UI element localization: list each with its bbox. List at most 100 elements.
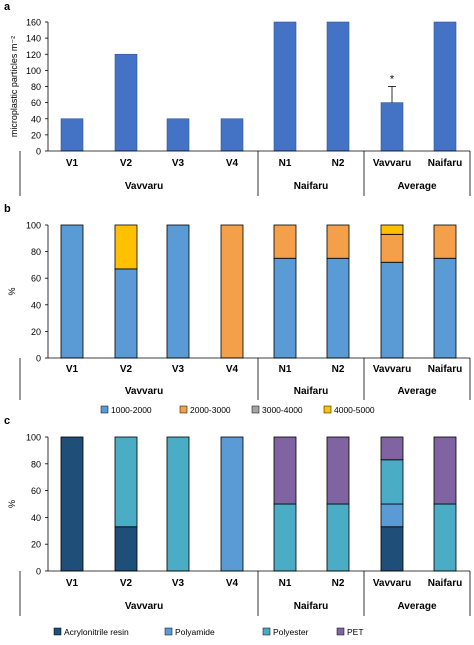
x-category-label: V2	[120, 578, 133, 589]
x-group-label: Naifaru	[294, 181, 328, 192]
x-group-label: Naifaru	[294, 601, 328, 612]
bar-segment-N1	[273, 503, 297, 572]
panel-letter: b	[4, 203, 11, 215]
x-category-label: Vavvaru	[373, 158, 411, 169]
bar-segment-V2	[114, 224, 138, 270]
bar-segment-Naifaru	[433, 257, 457, 359]
significance-marker: *	[390, 74, 395, 86]
x-category-label: N1	[279, 578, 292, 589]
y-tick-label: 20	[31, 540, 41, 550]
legend-label: 1000-2000	[111, 405, 152, 415]
x-group-label: Average	[397, 601, 437, 612]
legend-swatch	[53, 627, 62, 636]
y-axis-label: %	[7, 500, 17, 508]
bar-segment-Vavvaru	[380, 436, 404, 461]
x-category-label: V4	[226, 364, 239, 375]
legend-label: 3000-4000	[262, 405, 303, 415]
bar-segment-N2	[326, 224, 350, 259]
legend-swatch	[100, 405, 109, 414]
legend-swatch	[251, 405, 260, 414]
x-category-label: V4	[226, 158, 239, 169]
panel-letter: c	[4, 415, 10, 427]
y-tick-label: 100	[26, 66, 41, 76]
y-tick-label: 160	[26, 18, 41, 28]
legend-label: Polyester	[273, 627, 309, 637]
bar-segment-N1	[273, 224, 297, 259]
x-category-label: Vavvaru	[373, 364, 411, 375]
x-category-label: Vavvaru	[373, 578, 411, 589]
x-category-label: V4	[226, 578, 239, 589]
chart-panel-c: c 0 20 40 60 80 100% V1 V2 V3 V4 N1 N2 Vavvaru Naifaru…	[4, 415, 471, 637]
y-tick-label: 40	[31, 513, 41, 523]
bar-Vavvaru	[380, 102, 404, 152]
x-category-label: N2	[332, 578, 345, 589]
y-tick-label: 60	[31, 486, 41, 496]
y-tick-label: 60	[31, 98, 41, 108]
bar-segment-V4	[220, 436, 244, 572]
x-category-label: N2	[332, 158, 345, 169]
bar-segment-V4	[220, 224, 244, 359]
x-group-label: Vavvaru	[125, 386, 163, 397]
x-group-label: Naifaru	[294, 386, 328, 397]
legend-label: 2000-3000	[190, 405, 231, 415]
y-tick-label: 140	[26, 34, 41, 44]
y-tick-label: 0	[36, 567, 41, 577]
legend-swatch	[262, 627, 271, 636]
bar-segment-V2	[114, 526, 138, 572]
bar-segment-V2	[114, 268, 138, 359]
y-tick-label: 0	[36, 354, 41, 364]
x-category-label: V3	[172, 364, 185, 375]
y-tick-label: 0	[36, 147, 41, 157]
bar-segment-N1	[273, 436, 297, 505]
x-category-label: Naifaru	[428, 578, 462, 589]
y-tick-label: 80	[31, 459, 41, 469]
x-category-label: Naifaru	[428, 158, 462, 169]
bar-segment-Vavvaru	[380, 224, 404, 235]
legend-swatch	[179, 405, 188, 414]
bar-N2	[326, 21, 350, 152]
legend: 1000-2000 2000-3000 3000-4000 4000-5000	[100, 405, 375, 415]
x-category-label: Naifaru	[428, 364, 462, 375]
legend-label: Polyamide	[175, 627, 215, 637]
panel-letter: a	[4, 1, 11, 13]
x-group-label: Average	[397, 181, 437, 192]
legend: Acrylonitrile resin Polyamide Polyester PET	[53, 627, 364, 637]
legend-swatch	[164, 627, 173, 636]
bar-segment-Vavvaru	[380, 459, 404, 505]
bar-segment-Naifaru	[433, 503, 457, 572]
y-tick-label: 100	[26, 433, 41, 443]
bar-V3	[166, 118, 190, 152]
y-tick-label: 20	[31, 130, 41, 140]
chart-panel-a: a 0 20 40 60 80 100 120 140 160 microplastic parti…	[4, 1, 471, 196]
legend-label: Acrylonitrile resin	[64, 627, 129, 637]
legend-label: 4000-5000	[334, 405, 375, 415]
x-category-label: V3	[172, 158, 185, 169]
bar-segment-Vavvaru	[380, 526, 404, 572]
x-category-label: N2	[332, 364, 345, 375]
y-tick-label: 80	[31, 247, 41, 257]
bar-V2	[114, 53, 138, 152]
bar-segment-Vavvaru	[380, 261, 404, 359]
chart-panel-b: b 0 20 40 60 80 100% V1 V2 V3 V4 N1 N2 Vavvaru Naifaru…	[4, 203, 471, 415]
y-tick-label: 120	[26, 50, 41, 60]
x-category-label: V1	[66, 578, 79, 589]
bar-segment-Vavvaru	[380, 503, 404, 528]
bar-V1	[60, 118, 84, 152]
bar-segment-V2	[114, 436, 138, 528]
legend-label: PET	[347, 627, 364, 637]
legend-swatch	[323, 405, 332, 414]
bar-V4	[220, 118, 244, 152]
bar-segment-V3	[166, 224, 190, 359]
y-tick-label: 40	[31, 114, 41, 124]
x-group-label: Vavvaru	[125, 181, 163, 192]
bar-segment-Naifaru	[433, 436, 457, 505]
y-tick-label: 80	[31, 82, 41, 92]
bar-segment-Vavvaru	[380, 233, 404, 263]
x-group-label: Vavvaru	[125, 601, 163, 612]
bar-segment-N2	[326, 436, 350, 505]
x-category-label: V1	[66, 158, 79, 169]
y-axis-label: %	[7, 287, 17, 295]
y-tick-label: 60	[31, 274, 41, 284]
y-tick-label: 100	[26, 221, 41, 231]
bar-segment-N2	[326, 503, 350, 572]
